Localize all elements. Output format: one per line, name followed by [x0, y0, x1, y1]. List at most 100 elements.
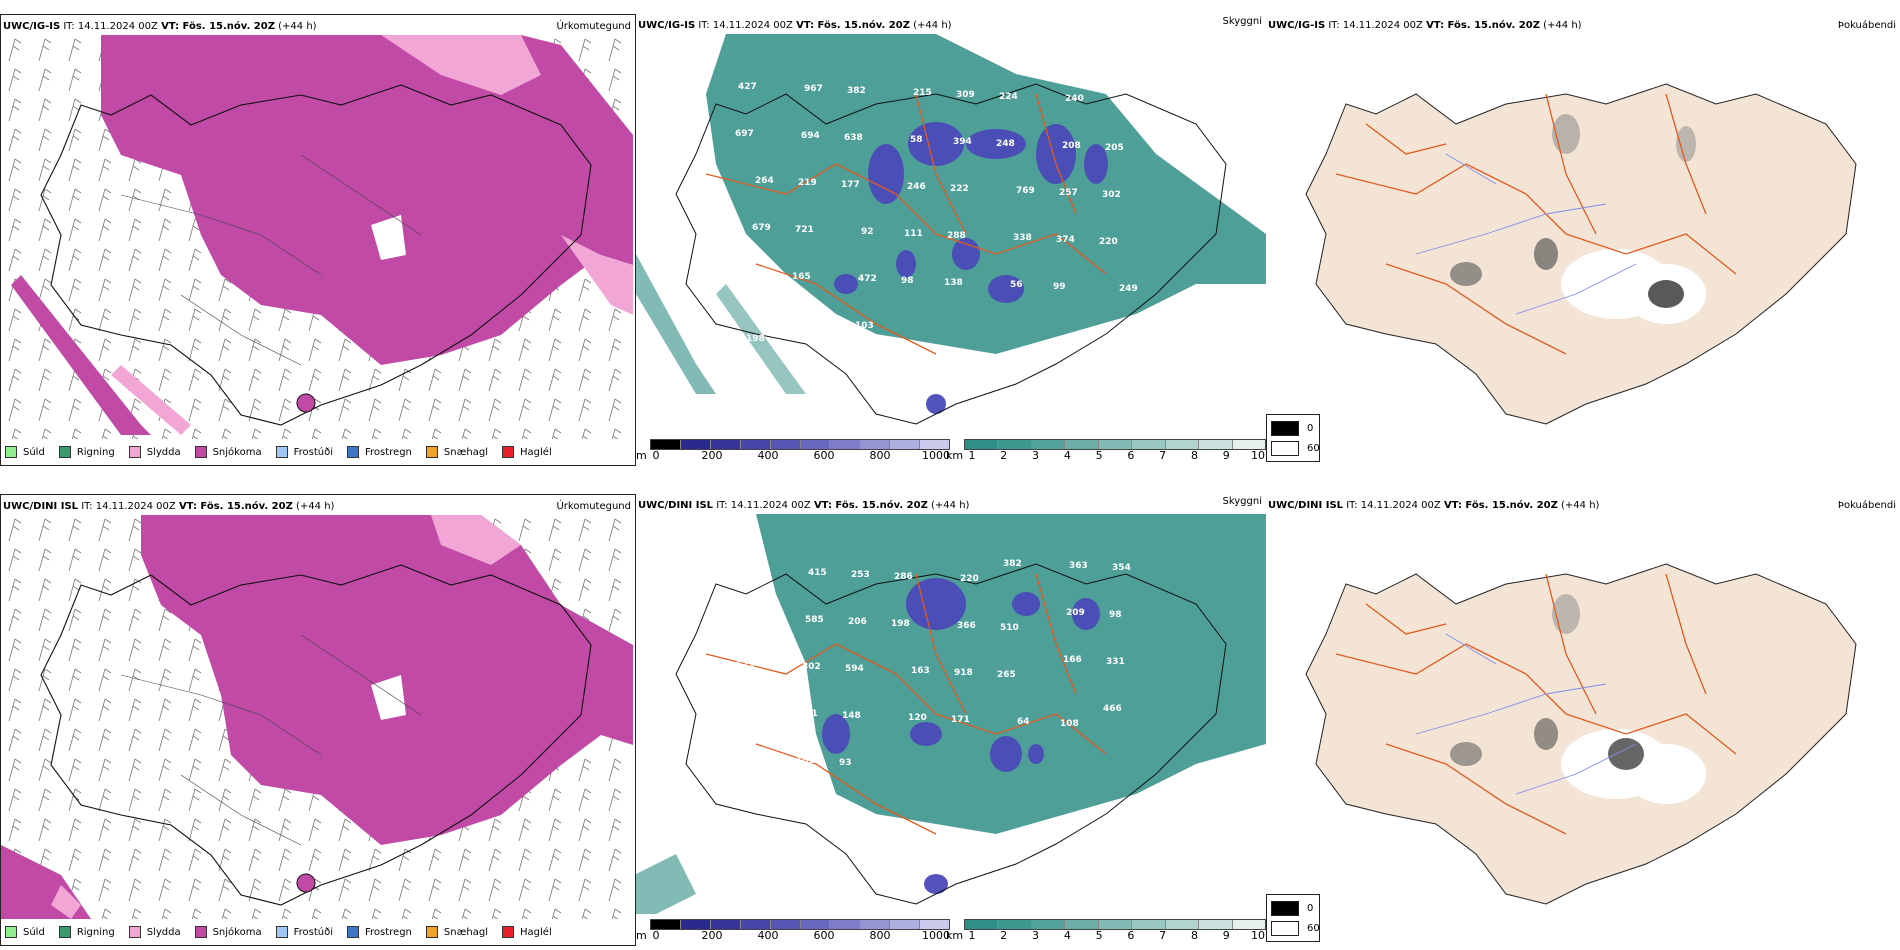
panel-type-label: Úrkomutegund: [556, 501, 631, 512]
panel-title: UWC/IG-IS IT: 14.11.2024 00Z VT: Fös. 15…: [638, 20, 952, 31]
height-colorbar: m 0 200 400 600 800 1000: [636, 437, 950, 466]
cloud-base-label: 694: [801, 131, 820, 141]
cloud-base-label: 246: [907, 182, 926, 192]
fog-legend: 0 60: [1266, 894, 1320, 942]
cloud-base-label: 121: [749, 287, 768, 297]
river-network: [1415, 153, 1637, 315]
cloud-area: [756, 514, 1266, 834]
cloud-base-label: 485: [756, 707, 775, 717]
cloud-base-label: 466: [1103, 704, 1122, 714]
colorbar-tick: 7: [1159, 929, 1167, 942]
cloud-base-label: 99: [1053, 282, 1066, 292]
cloud-base-label: 382: [847, 86, 866, 96]
cloud-base-label: 354: [1112, 563, 1131, 573]
cloud-panel-row1: UWC/IG-IS IT: 14.11.2024 00Z VT: Fös. 15…: [636, 14, 1266, 466]
legend-item: Slydda: [128, 926, 181, 938]
colorbar-tick: 1: [968, 449, 976, 462]
legend-label: Snjókoma: [212, 446, 262, 458]
colorbar-tick: 4: [1063, 929, 1071, 942]
cloud-base-label: 92: [861, 227, 874, 237]
legend-label: Haglél: [520, 446, 552, 458]
colorbar-tick: 5: [1095, 929, 1103, 942]
colorbar-tick: 1: [968, 929, 976, 942]
road-network: [705, 573, 1107, 835]
cloud-base-label: 208: [1062, 141, 1081, 151]
colorbar-tick: 8: [1190, 449, 1198, 462]
cloud-base-label: 338: [1013, 233, 1032, 243]
panel-type-label: Skyggni: [1222, 496, 1262, 507]
cloud-base-label: 585: [805, 615, 824, 625]
colorbar-tick: 4: [1063, 449, 1071, 462]
colorbar-tick: 3: [1032, 449, 1040, 462]
legend-item: Snæhagl: [425, 446, 488, 458]
legend-item: Frostúði: [275, 446, 333, 458]
river-network: [1415, 633, 1637, 795]
cloud-base-label: 138: [944, 278, 963, 288]
cloud-base-label: 571: [736, 660, 755, 670]
cloud-base-label: 594: [845, 664, 864, 674]
cloud-base-label: 198: [891, 619, 910, 629]
colorbar-tick: 8: [1190, 929, 1198, 942]
cloud-base-label: 721: [795, 225, 814, 235]
precip-type-panel-row1: UWC/IG-IS IT: 14.11.2024 00Z VT: Fös. 15…: [0, 14, 636, 466]
visibility-colorbar: km 1 2 3 4 5 6 7 8 9 10: [946, 917, 1266, 946]
iceland-outline: [40, 84, 592, 426]
colorbar-tick: 200: [701, 929, 723, 942]
legend-swatch: [128, 446, 141, 458]
cloud-base-label: 166: [1063, 655, 1082, 665]
colorbar-tick: 0: [652, 449, 660, 462]
legend-label: Frostúði: [293, 926, 333, 938]
iceland-outline: [40, 564, 592, 906]
cloud-base-label: 103: [855, 321, 874, 331]
sleet-area: [381, 35, 541, 95]
cloud-base-label: 427: [738, 82, 757, 92]
legend-label: Súld: [23, 446, 45, 458]
legend-label: Slydda: [146, 926, 181, 938]
cloud-base-label: 309: [956, 90, 975, 100]
snow-area: [101, 35, 633, 365]
panel-title: UWC/DINI ISL IT: 14.11.2024 00Z VT: Fös.…: [638, 500, 970, 511]
legend-swatch: [347, 446, 359, 458]
cloud-base-label: 58: [910, 135, 923, 145]
colorbar-tick: 800: [869, 929, 891, 942]
cloud-base-label: 286: [894, 572, 913, 582]
cloud-base-label: 240: [1065, 94, 1084, 104]
road-network: [705, 93, 1107, 355]
cloud-base-label: 171: [951, 715, 970, 725]
colorbar-tick: 2: [1000, 449, 1008, 462]
legend-label: Snjókoma: [212, 926, 262, 938]
cloud-base-label: 220: [1099, 237, 1118, 247]
precip-map: [1, 515, 635, 919]
legend-label: Haglél: [520, 926, 552, 938]
height-colorbar: m 0 200 400 600 800 1000: [636, 917, 950, 946]
legend-swatch: [5, 446, 17, 458]
panel-type-label: Úrkomutegund: [556, 21, 631, 32]
precip-type-panel-row2: UWC/DINI ISL IT: 14.11.2024 00Z VT: Fös.…: [0, 494, 636, 946]
colorbar-tick: 1000: [922, 929, 950, 942]
legend-swatch: [502, 926, 515, 938]
cloud-base-label: 198: [746, 334, 765, 344]
colorbar-tick: 600: [813, 929, 835, 942]
cloud-base-label: 177: [841, 180, 860, 190]
cloud-base-label: 105: [796, 756, 815, 766]
legend-swatch: [194, 926, 207, 938]
legend-label: Rigning: [76, 446, 115, 458]
colorbar-tick: 2: [1000, 929, 1008, 942]
colorbar-tick: 10: [1251, 449, 1265, 462]
visibility-colorbar: km 1 2 3 4 5 6 7 8 9 10: [946, 437, 1266, 466]
legend-label: Súld: [23, 926, 45, 938]
cloud-base-label: 394: [953, 137, 972, 147]
cloud-base-label: 679: [752, 223, 771, 233]
sleet-area: [431, 515, 521, 565]
legend-item: Snæhagl: [425, 926, 488, 938]
cloud-base-label: 253: [851, 570, 870, 580]
cloud-base-label: 222: [950, 184, 969, 194]
cloud-base-label: 64: [1017, 717, 1030, 727]
cloud-base-label: 219: [798, 178, 817, 188]
legend-item: Súld: [5, 446, 45, 458]
cloud-area: [706, 34, 1266, 354]
cloud-base-label: 288: [947, 231, 966, 241]
colorbar-tick: 9: [1222, 929, 1230, 942]
legend-label: Slydda: [146, 446, 181, 458]
cloud-base-label: 249: [1119, 284, 1138, 294]
